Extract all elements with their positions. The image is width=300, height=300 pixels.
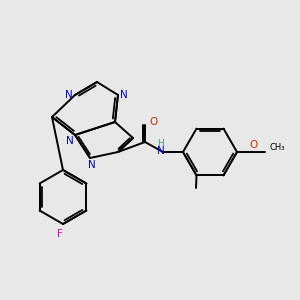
Text: F: F [57,229,63,239]
Text: CH₃: CH₃ [270,142,286,152]
Text: H: H [158,139,164,148]
Text: N: N [65,90,73,100]
Text: N: N [157,146,165,156]
Text: N: N [88,160,96,170]
Text: N: N [66,136,74,146]
Text: N: N [120,90,128,100]
Text: O: O [249,140,257,150]
Text: O: O [149,117,157,127]
